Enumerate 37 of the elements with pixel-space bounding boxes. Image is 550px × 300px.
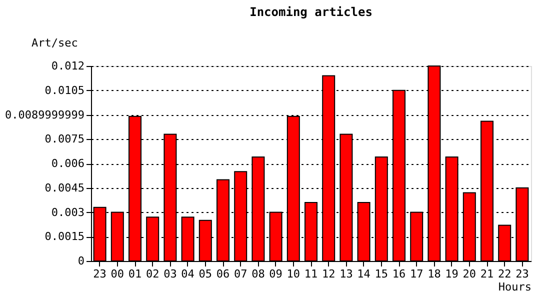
x-tick-label: 15 — [374, 268, 388, 280]
x-tick-label: 22 — [498, 268, 512, 280]
x-tick-label: 11 — [304, 268, 318, 280]
y-tick-label: 0.0045 — [44, 181, 84, 194]
x-tick-label: 20 — [462, 268, 476, 280]
y-tick-label: 0 — [78, 254, 84, 268]
x-tick-label: 23 — [516, 268, 529, 280]
y-tick-label: 0.0105 — [44, 84, 84, 97]
x-tick-label: 06 — [216, 268, 230, 280]
x-tick-label: 13 — [340, 268, 353, 280]
x-tick-label: 10 — [286, 268, 300, 280]
x-tick-label: 00 — [110, 268, 124, 280]
chart-title: Incoming articles — [250, 5, 372, 19]
x-tick-label: 16 — [392, 268, 406, 280]
y-tick-label: 0.006 — [51, 157, 84, 170]
y-tick-label: 0.0015 — [44, 230, 84, 244]
x-tick-label: 23 — [93, 268, 106, 280]
x-tick-label: 02 — [146, 268, 160, 280]
x-tick-label: 01 — [128, 268, 142, 280]
y-tick-label: 0.003 — [51, 206, 84, 219]
x-tick-label: 17 — [410, 268, 424, 280]
y-tick-label: 0.0075 — [44, 132, 84, 146]
x-tick-label: 19 — [445, 268, 458, 280]
x-tick-label: 07 — [234, 268, 248, 280]
x-tick-label: 08 — [252, 268, 265, 280]
x-tick-label: 14 — [357, 268, 371, 280]
x-tick-label: 05 — [198, 268, 212, 280]
y-tick-label: 0.0089999999 — [5, 108, 84, 122]
x-tick-label: 21 — [480, 268, 494, 280]
y-axis-title: Art/sec — [32, 36, 78, 50]
x-tick-label: 03 — [164, 268, 177, 280]
x-tick-label: 12 — [322, 268, 336, 280]
x-tick-label: 18 — [428, 268, 441, 280]
x-tick-label: 09 — [269, 268, 282, 280]
x-axis-title: Hours — [498, 280, 532, 294]
y-tick-label: 0.012 — [51, 60, 84, 72]
x-tick-label: 04 — [181, 268, 195, 280]
